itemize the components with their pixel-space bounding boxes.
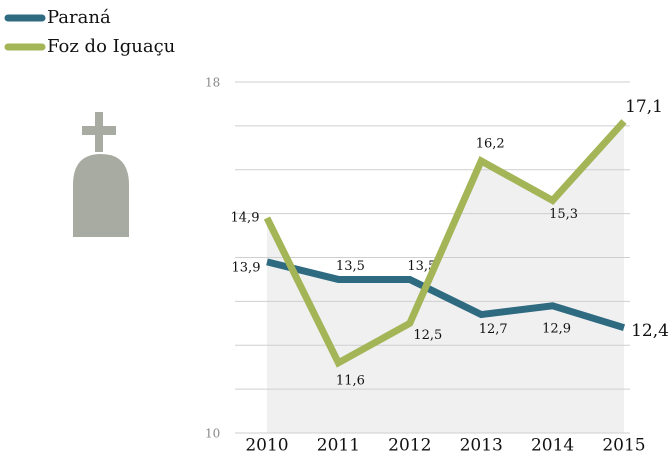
x-tick-label: 2012	[388, 436, 431, 455]
x-tick-label: 2014	[531, 436, 574, 455]
y-tick-label: 10	[205, 427, 220, 441]
data-label: 12,9	[542, 321, 571, 336]
legend-label: Paraná	[47, 7, 111, 28]
series-line	[263, 119, 627, 368]
data-label: 12,5	[413, 328, 442, 343]
legend-label: Foz do Iguaçu	[47, 36, 175, 57]
data-label: 13,9	[232, 260, 261, 275]
x-tick-label: 2011	[317, 436, 360, 455]
data-label: 13,5	[407, 259, 436, 274]
x-tick-label: 2013	[460, 436, 503, 455]
data-label: 15,3	[549, 207, 578, 222]
data-label: 11,6	[336, 373, 365, 388]
x-tick-label: 2015	[602, 436, 645, 455]
data-label: 14,9	[231, 211, 260, 226]
y-tick-label: 18	[205, 76, 220, 90]
tombstone-icon	[73, 112, 129, 237]
x-tick-label: 2010	[245, 436, 288, 455]
series-line	[266, 258, 626, 332]
data-label: 16,2	[476, 136, 505, 151]
data-label: 12,4	[631, 321, 669, 341]
data-label: 12,7	[479, 322, 508, 337]
data-label: 17,1	[625, 97, 663, 117]
data-label: 13,5	[336, 259, 365, 274]
